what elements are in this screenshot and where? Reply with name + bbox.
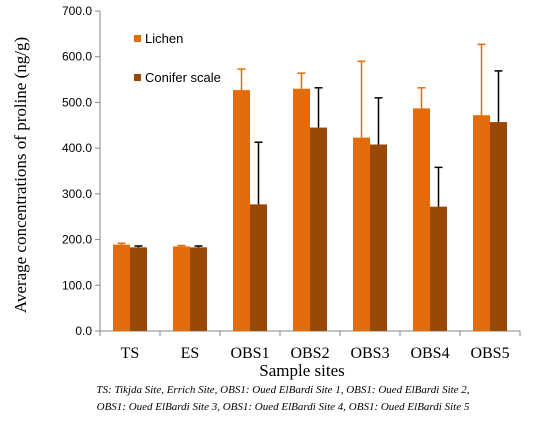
bar [413,108,430,331]
legend-label-lichen: Lichen [145,31,183,46]
x-tick-label: OBS1 [230,345,269,362]
bar [233,90,250,331]
y-tick-label: 500.0 [62,95,92,109]
bar [190,247,207,331]
bar [370,144,387,331]
y-tick-label: 100.0 [62,278,92,292]
bar [173,246,190,331]
x-axis-title: Sample sites [259,361,344,380]
legend-swatch-conifer-scale [134,74,141,81]
x-tick-label: OBS4 [410,345,449,362]
bar [250,204,267,331]
legend-label-conifer-scale: Conifer scale [145,70,221,85]
footnote-line-1: TS: Tikjda Site, Errich Site, OBS1: Oued… [96,384,469,396]
y-tick-label: 400.0 [62,141,92,155]
bars [113,88,507,331]
footnote-line-2: OBS1: Oued ElBardi Site 3, OBS1: Oued El… [97,401,470,413]
x-tick-labels: TS ES OBS1 OBS2 OBS3 OBS4 OBS5 [99,331,521,362]
error-bars [117,43,503,248]
x-tick-label: OBS2 [290,345,329,362]
x-tick-label: OBS3 [350,345,389,362]
y-axis-title: Average concentrations of proline (ng/g) [11,37,30,313]
bar [293,88,310,331]
bar [130,247,147,331]
y-ticks: 0.0 100.0 200.0 300.0 400.0 500.0 600.0 700.0 [62,4,100,338]
y-tick-label: 600.0 [62,50,92,64]
bar [490,122,507,331]
legend-swatch-lichen [134,35,141,42]
bar [430,206,447,331]
bar [353,137,370,331]
x-tick-label: OBS5 [470,345,509,362]
bar [310,127,327,331]
legend: Lichen Conifer scale [134,31,221,85]
x-tick-label: TS [121,345,140,362]
bar [113,244,130,331]
x-tick-label: ES [181,345,200,362]
y-tick-label: 200.0 [62,233,92,247]
bar [473,115,490,331]
y-tick-label: 300.0 [62,187,92,201]
y-tick-label: 0.0 [75,324,92,338]
y-tick-label: 700.0 [62,4,92,18]
